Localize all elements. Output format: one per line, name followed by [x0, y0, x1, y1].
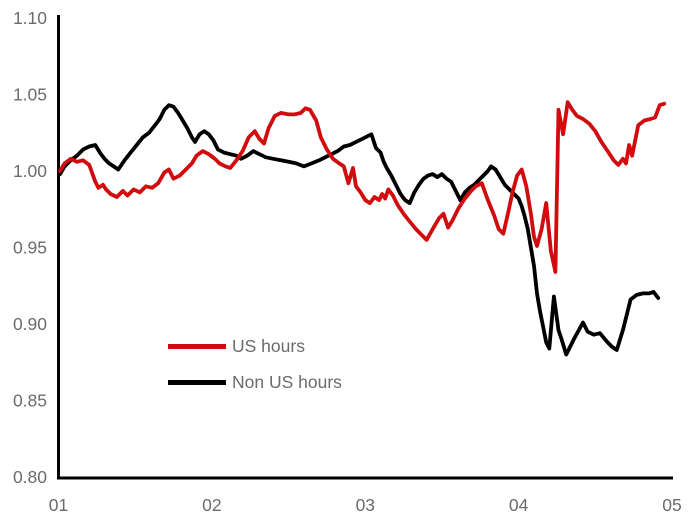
- x-tick-label: 01: [49, 495, 68, 515]
- non-us-hours-line-swatch-icon: [168, 380, 226, 385]
- y-tick-label: 0.90: [13, 314, 47, 334]
- series-non-us-hours-line: [58, 103, 661, 357]
- series-us-hours-line: [58, 100, 667, 274]
- x-tick-label: 03: [356, 495, 375, 515]
- legend-label-non-us-hours: Non US hours: [232, 372, 342, 392]
- legend-label-us-hours: US hours: [232, 336, 305, 356]
- y-tick-label: 1.10: [13, 8, 47, 28]
- y-tick-label: 1.00: [13, 161, 47, 181]
- y-tick-label: 0.80: [13, 467, 47, 487]
- y-tick-label: 1.05: [13, 85, 47, 105]
- x-tick-label: 04: [509, 495, 529, 515]
- x-tick-label: 02: [202, 495, 221, 515]
- legend-item-us-hours: US hours: [168, 336, 342, 357]
- us-hours-line-swatch-icon: [168, 344, 226, 349]
- y-tick-label: 0.95: [13, 238, 47, 258]
- y-tick-label: 0.85: [13, 391, 47, 411]
- x-tick-label: 05: [662, 495, 681, 515]
- legend: US hours Non US hours: [168, 336, 342, 393]
- legend-item-non-us-hours: Non US hours: [168, 372, 342, 393]
